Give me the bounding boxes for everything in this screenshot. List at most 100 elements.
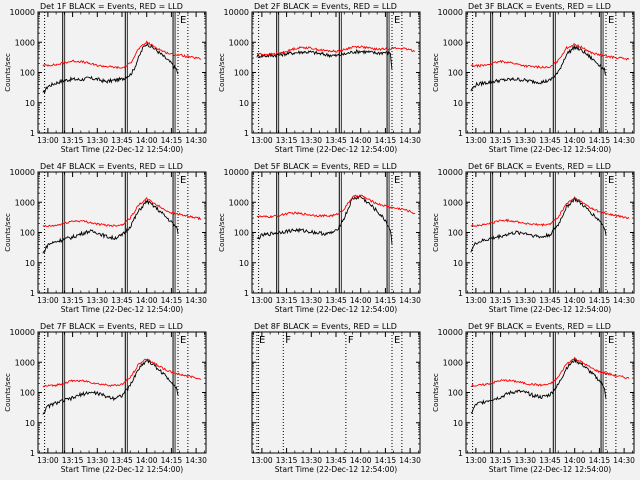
series-line-events xyxy=(42,358,179,415)
y-tick-label: 100 xyxy=(20,69,35,78)
y-tick-label: 1 xyxy=(244,129,249,138)
x-tick-label: 14:15 xyxy=(375,296,397,305)
y-axis-label: Counts/sec xyxy=(432,373,440,412)
x-tick-label: 13:45 xyxy=(539,136,561,145)
x-tick-label: 13:30 xyxy=(514,296,536,305)
x-axis-label: Start Time (22-Dec-12 12:54:00) xyxy=(61,145,183,154)
series-line-events xyxy=(256,49,393,71)
y-tick-label: 1000 xyxy=(15,38,35,47)
y-tick-label: 1000 xyxy=(229,198,249,207)
x-tick-label: 14:30 xyxy=(399,296,421,305)
chart-title: Det 5F BLACK = Events, RED = LLD xyxy=(254,162,397,171)
chart-panel-9: Det 9F BLACK = Events, RED = LLD 1 10 100 10… xyxy=(432,322,635,474)
x-tick-label: 13:00 xyxy=(37,296,59,305)
x-tick-label: 14:30 xyxy=(185,456,207,465)
x-tick-label: 14:15 xyxy=(375,136,397,145)
y-axis-label: Counts/sec xyxy=(4,373,12,412)
x-tick-label: 14:15 xyxy=(161,136,183,145)
marker-label: E xyxy=(180,335,186,346)
x-tick-label: 13:30 xyxy=(86,456,108,465)
y-tick-label: 1 xyxy=(30,289,35,298)
y-tick-label: 10000 xyxy=(224,8,249,17)
y-tick-label: 100 xyxy=(234,229,249,238)
chart-panel-4: Det 4F BLACK = Events, RED = LLD 1 10 100 10… xyxy=(4,162,207,314)
x-tick-label: 14:30 xyxy=(185,296,207,305)
x-axis-label: Start Time (22-Dec-12 12:54:00) xyxy=(275,145,397,154)
x-tick-label: 13:30 xyxy=(514,136,536,145)
marker-label: F xyxy=(285,335,291,346)
x-tick-label: 14:00 xyxy=(564,456,586,465)
x-axis-label: Start Time (22-Dec-12 12:54:00) xyxy=(61,305,183,314)
y-tick-label: 1 xyxy=(458,129,463,138)
plot-frame xyxy=(251,331,421,454)
chart-panel-3: Det 3F BLACK = Events, RED = LLD 1 10 100 10… xyxy=(432,2,635,154)
marker-label: E xyxy=(394,15,400,26)
y-tick-label: 1000 xyxy=(443,358,463,367)
y-tick-label: 10000 xyxy=(10,328,35,337)
chart-panel-2: Det 2F BLACK = Events, RED = LLD 1 10 100 10… xyxy=(218,2,421,154)
x-tick-label: 13:15 xyxy=(62,456,84,465)
x-tick-label: 14:00 xyxy=(136,296,158,305)
x-axis-label: Start Time (22-Dec-12 12:54:00) xyxy=(275,465,397,474)
x-tick-label: 13:45 xyxy=(325,296,347,305)
series-line-events xyxy=(42,199,179,254)
x-tick-label: 14:00 xyxy=(564,296,586,305)
y-tick-label: 1 xyxy=(244,289,249,298)
x-tick-label: 13:00 xyxy=(465,296,487,305)
x-tick-label: 14:15 xyxy=(375,456,397,465)
y-tick-label: 1 xyxy=(458,289,463,298)
series-line-lld xyxy=(470,196,630,227)
series-line-lld xyxy=(470,356,630,387)
y-tick-label: 100 xyxy=(448,69,463,78)
chart-title: Det 8F BLACK = Events, RED = LLD xyxy=(254,322,397,331)
x-tick-label: 13:15 xyxy=(276,456,298,465)
x-tick-label: 13:15 xyxy=(62,296,84,305)
x-tick-label: 13:30 xyxy=(86,296,108,305)
marker-label: E xyxy=(608,175,614,186)
marker-label: F xyxy=(348,335,354,346)
y-axis-label: Counts/sec xyxy=(432,213,440,252)
x-tick-label: 13:45 xyxy=(111,296,133,305)
series-line-events xyxy=(256,195,393,245)
series-line-events xyxy=(470,358,607,414)
y-tick-label: 10000 xyxy=(438,8,463,17)
x-tick-label: 13:00 xyxy=(251,136,273,145)
x-tick-label: 13:00 xyxy=(251,296,273,305)
y-tick-label: 10 xyxy=(239,99,249,108)
x-tick-label: 14:30 xyxy=(613,136,635,145)
series-line-events xyxy=(470,44,607,92)
x-tick-label: 14:00 xyxy=(350,456,372,465)
x-axis-label: Start Time (22-Dec-12 12:54:00) xyxy=(61,465,183,474)
x-tick-label: 13:15 xyxy=(276,296,298,305)
y-tick-label: 10 xyxy=(25,259,35,268)
series-line-lld xyxy=(42,196,202,228)
chart-title: Det 9F BLACK = Events, RED = LLD xyxy=(468,322,611,331)
y-axis-label: Counts/sec xyxy=(4,213,12,252)
x-tick-label: 13:00 xyxy=(251,456,273,465)
chart-panel-1: Det 1F BLACK = Events, RED = LLD 1 10 100 10… xyxy=(4,2,207,154)
y-tick-label: 10 xyxy=(25,99,35,108)
x-tick-label: 13:00 xyxy=(37,136,59,145)
marker-label: E xyxy=(608,15,614,26)
x-tick-label: 14:15 xyxy=(589,296,611,305)
y-tick-label: 100 xyxy=(20,389,35,398)
y-tick-label: 100 xyxy=(20,229,35,238)
x-tick-label: 14:15 xyxy=(589,136,611,145)
chart-panel-5: Det 5F BLACK = Events, RED = LLD 1 10 100 10… xyxy=(218,162,421,314)
y-axis-label: Counts/sec xyxy=(4,53,12,92)
x-tick-label: 13:00 xyxy=(465,456,487,465)
series-line-events xyxy=(470,195,607,253)
y-tick-label: 1000 xyxy=(443,38,463,47)
x-tick-label: 13:15 xyxy=(62,136,84,145)
marker-label: E xyxy=(394,335,400,346)
x-tick-label: 13:15 xyxy=(490,456,512,465)
series-line-lld xyxy=(42,358,202,388)
x-tick-label: 13:45 xyxy=(539,456,561,465)
y-tick-label: 10000 xyxy=(10,8,35,17)
x-tick-label: 14:30 xyxy=(399,456,421,465)
x-axis-label: Start Time (22-Dec-12 12:54:00) xyxy=(489,465,611,474)
x-tick-label: 14:30 xyxy=(185,136,207,145)
y-tick-label: 1 xyxy=(30,129,35,138)
y-tick-label: 1 xyxy=(458,449,463,458)
